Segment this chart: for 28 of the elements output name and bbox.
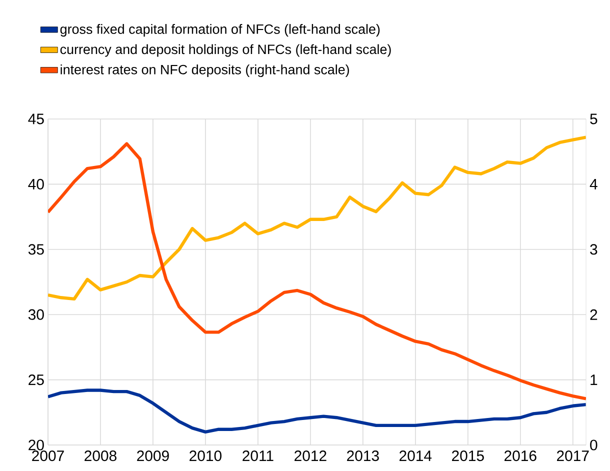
x-tick-label: 2014 [400,450,432,462]
x-tick-label: 2007 [32,450,64,462]
y2-tick-label: 0 [590,440,598,450]
legend-label: gross fixed capital formation of NFCs (left-hand scale) [60,24,380,37]
y-tick-label: 40 [28,178,44,190]
y-tick-label: 30 [28,309,44,320]
legend-label: currency and deposit holdings of NFCs (left-hand scale) [60,44,391,57]
x-tick-label: 2017 [557,450,589,462]
y2-tick-label: 3 [590,244,598,255]
x-tick-label: 2013 [347,450,379,462]
x-tick-label: 2012 [294,450,326,462]
x-tick-label: 2010 [190,450,222,462]
y2-tick-label: 1 [590,374,598,385]
y2-tick-label: 5 [590,114,598,124]
y-tick-label: 25 [28,374,44,386]
y-tick-label: 35 [28,244,44,255]
y-tick-label: 45 [28,114,44,124]
x-tick-label: 2008 [84,450,116,462]
legend-label: interest rates on NFC deposits (right-hand scale) [60,64,349,77]
line-series [48,142,586,400]
x-tick-label: 2009 [137,450,169,462]
y2-tick-label: 4 [590,179,598,190]
line-series [48,136,586,301]
x-tick-label: 2015 [452,450,484,462]
x-tick-label: 2011 [242,450,274,462]
x-tick-label: 2016 [504,450,536,462]
y-tick-label: 20 [28,440,44,450]
y2-tick-label: 2 [590,309,598,320]
